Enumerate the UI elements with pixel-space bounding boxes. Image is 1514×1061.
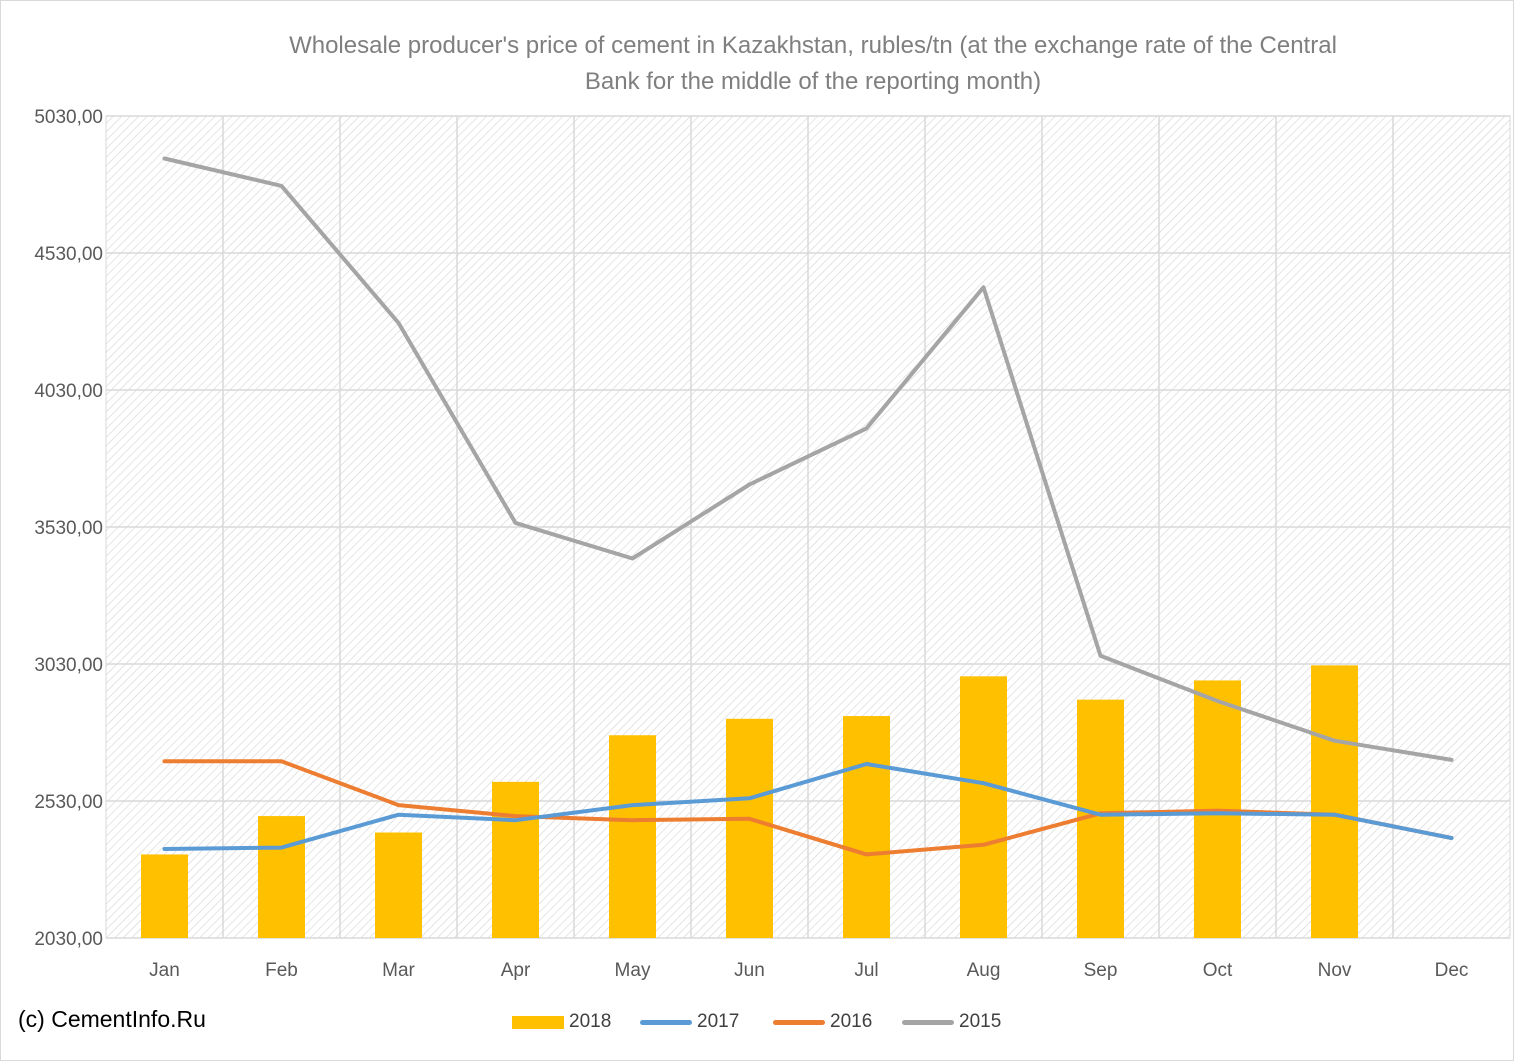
x-tick-label: May (615, 960, 651, 981)
bar-2018-jun (726, 718, 773, 938)
x-tick-label: Jul (854, 960, 878, 981)
legend-item-2016: 2016 (773, 1008, 872, 1036)
bar-2018-mar (375, 832, 422, 938)
y-tick-label: 2530,00 (34, 792, 103, 813)
chart-plot: 2030,00 2530,00 3030,00 3530,00 4030,00 4530,… (34, 107, 1511, 981)
bar-2018-jul (843, 716, 890, 938)
legend-item-2017: 2017 (640, 1008, 739, 1036)
bar-2018-nov (1311, 665, 1358, 938)
x-tick-label: Sep (1084, 960, 1118, 981)
x-tick-label: Dec (1435, 960, 1469, 981)
y-tick-label: 2030,00 (34, 929, 103, 950)
legend-label-2017: 2017 (697, 1011, 740, 1032)
x-tick-label: Nov (1318, 960, 1352, 981)
bar-2018-jan (141, 854, 188, 938)
bar-2018-feb (258, 816, 305, 938)
chart-legend: 2018 2017 2016 2015 (0, 1008, 1514, 1036)
legend-label-2015: 2015 (959, 1011, 1002, 1032)
x-tick-label: Feb (265, 960, 298, 981)
chart-title-line-1: Wholesale producer's price of cement in … (289, 32, 1337, 59)
y-tick-label: 3030,00 (34, 655, 103, 676)
bar-2018-aug (960, 676, 1007, 938)
chart-title: Wholesale producer's price of cement in … (0, 28, 1514, 100)
legend-item-2018: 2018 (512, 1008, 611, 1036)
y-tick-label: 3530,00 (34, 518, 103, 539)
x-tick-label: Oct (1203, 960, 1233, 981)
x-tick-label: Jan (149, 960, 180, 981)
y-tick-label: 5030,00 (34, 107, 103, 128)
series-line-2016 (162, 759, 1454, 857)
legend-label-2016: 2016 (830, 1011, 873, 1032)
legend-swatch-2016 (773, 1019, 825, 1025)
series-line-2017 (162, 762, 1454, 851)
legend-swatch-2017 (640, 1019, 692, 1025)
x-tick-label: Jun (734, 960, 765, 981)
series-line-2015 (162, 156, 1454, 762)
legend-swatch-2018 (512, 1015, 564, 1029)
bar-2018-apr (492, 781, 539, 938)
legend-item-2015: 2015 (902, 1008, 1001, 1036)
legend-label-2018: 2018 (569, 1011, 612, 1032)
x-tick-label: Mar (382, 960, 415, 981)
legend-swatch-2015 (902, 1019, 954, 1025)
y-tick-label: 4530,00 (34, 244, 103, 265)
x-tick-label: Apr (501, 960, 531, 981)
source-note: (c) CementInfo.Ru (18, 1006, 206, 1032)
bar-2018-may (609, 735, 656, 938)
y-tick-label: 4030,00 (34, 381, 103, 402)
chart-title-line-2: Bank for the middle of the reporting mon… (584, 68, 1042, 95)
x-tick-label: Aug (967, 960, 1001, 981)
